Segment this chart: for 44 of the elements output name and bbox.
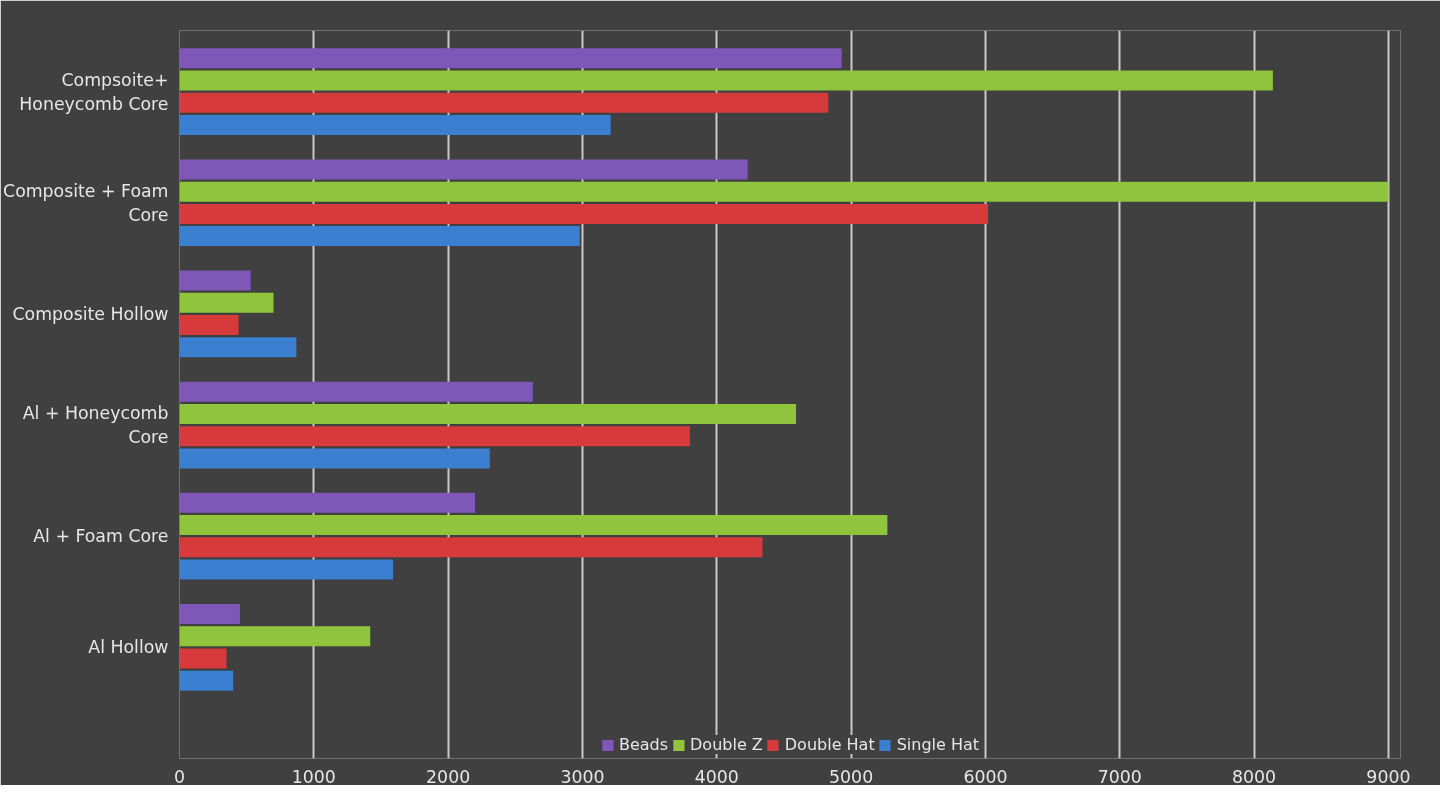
y-tick-label: Composite Hollow — [12, 303, 169, 324]
bar — [179, 381, 533, 402]
bar — [179, 292, 274, 313]
x-tick-label: 6000 — [963, 766, 1008, 787]
bar — [179, 604, 240, 625]
y-tick-label: Al + Honeycomb Core — [22, 403, 169, 448]
bar — [179, 226, 580, 247]
bar — [179, 114, 611, 135]
x-tick-label: 0 — [173, 766, 186, 787]
y-tick-label: Al + Foam Core — [33, 526, 169, 547]
x-tick-label: 5000 — [829, 766, 874, 787]
x-tick-label: 4000 — [694, 766, 739, 787]
y-tick-label: Al Hollow — [88, 637, 169, 658]
bar — [179, 270, 251, 291]
x-tick-label: 1000 — [291, 766, 336, 787]
bar — [179, 403, 797, 424]
x-tick-label: 9000 — [1366, 766, 1411, 787]
bar — [179, 159, 748, 180]
bar — [179, 448, 490, 469]
legend-label: Single Hat — [896, 735, 980, 754]
bar — [179, 181, 1389, 202]
bar — [179, 670, 234, 691]
bar — [179, 70, 1273, 91]
x-tick-label: 3000 — [560, 766, 605, 787]
bar — [179, 315, 239, 336]
bar — [179, 515, 888, 536]
bar — [179, 337, 297, 358]
legend-label: Double Z — [690, 735, 763, 754]
bar — [179, 426, 690, 447]
legend-label: Beads — [618, 735, 669, 754]
bar — [179, 626, 371, 647]
bar — [179, 48, 842, 69]
x-tick-label: 8000 — [1232, 766, 1277, 787]
bar — [179, 203, 989, 224]
bar — [179, 648, 227, 669]
y-tick-label: Compsoite+ Honeycomb Core — [19, 69, 169, 114]
legend-label: Double Hat — [784, 735, 875, 754]
x-tick-label: 2000 — [426, 766, 471, 787]
bar — [179, 92, 829, 113]
bar — [179, 537, 763, 558]
x-tick-label: 7000 — [1097, 766, 1142, 787]
bar — [179, 559, 394, 580]
y-tick-label: Composite + Foam Core — [3, 180, 169, 225]
bar — [179, 492, 476, 513]
